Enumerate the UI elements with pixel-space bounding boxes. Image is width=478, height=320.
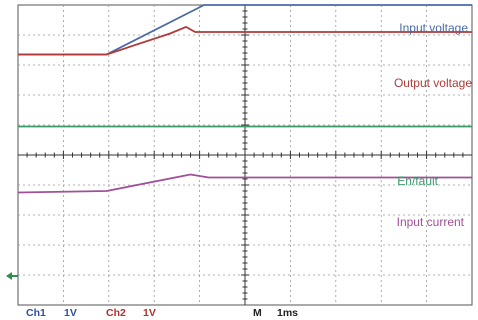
trace-output-voltage bbox=[18, 26, 472, 56]
status-ch1-scale: 1V bbox=[64, 307, 77, 319]
trace-label-en-fault: En/fault bbox=[397, 174, 438, 188]
ground-reference-arrow-icon bbox=[6, 272, 12, 280]
graticule bbox=[17, 4, 473, 306]
traces bbox=[17, 4, 472, 194]
trace-input-current bbox=[17, 173, 472, 194]
status-ch2: Ch2 bbox=[106, 307, 126, 319]
status-timebase-label: M bbox=[253, 307, 262, 319]
trace-label-input-voltage: Input voltage bbox=[399, 21, 468, 35]
trace-label-output-voltage: Output voltage bbox=[394, 76, 472, 90]
status-ch2-scale: 1V bbox=[143, 307, 156, 319]
status-timebase-value: 1ms bbox=[277, 307, 298, 319]
status-ch1: Ch1 bbox=[26, 307, 46, 319]
trace-label-input-current: Input current bbox=[397, 215, 465, 229]
